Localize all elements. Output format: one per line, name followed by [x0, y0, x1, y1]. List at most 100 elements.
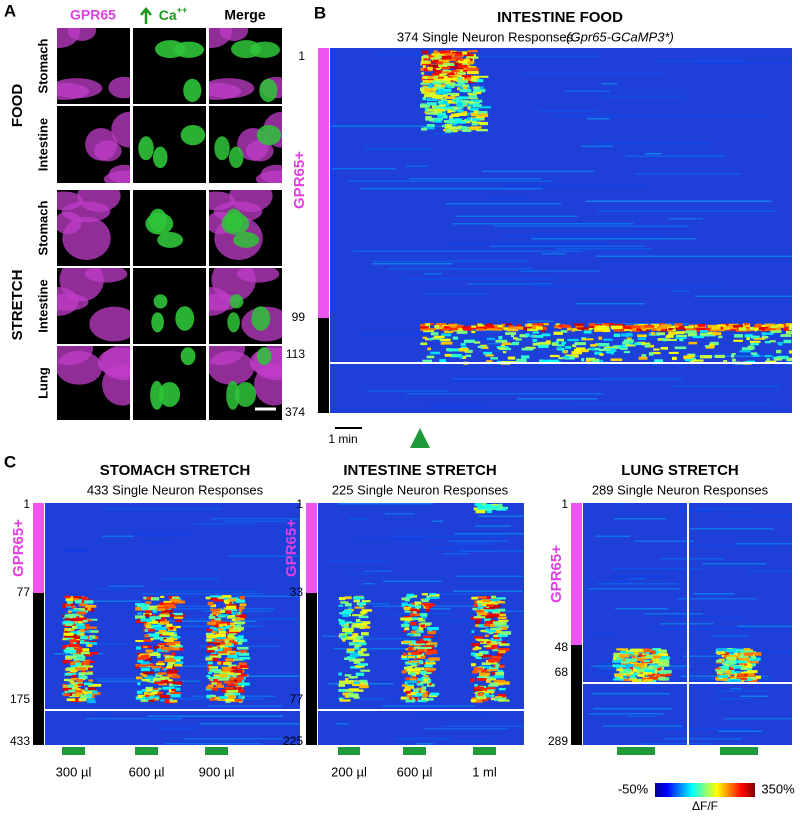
- heat-response: [169, 684, 173, 687]
- heat-response: [166, 642, 175, 645]
- heat-response: [589, 323, 596, 326]
- heat-response: [69, 639, 76, 642]
- heat-streak: [595, 536, 630, 538]
- heat-response: [81, 670, 86, 673]
- heat-response: [483, 352, 492, 354]
- heat-response: [77, 660, 80, 662]
- heat-response: [495, 672, 504, 675]
- heat-response: [559, 325, 563, 328]
- group-bar: [306, 503, 317, 593]
- heat-streak: [570, 403, 770, 405]
- heat-streak: [352, 538, 425, 540]
- heat-response: [563, 356, 569, 359]
- row-label: 374: [285, 405, 305, 419]
- heat-response: [438, 101, 443, 104]
- heat-response: [411, 652, 419, 655]
- heat-streak: [650, 628, 755, 630]
- row-label: 1: [298, 49, 305, 63]
- heat-response: [478, 639, 489, 641]
- heat-response: [167, 663, 173, 666]
- heat-streak: [502, 236, 667, 238]
- heat-response: [158, 672, 167, 674]
- heat-response: [239, 607, 245, 610]
- heat-streak: [350, 573, 371, 575]
- heat-response: [75, 600, 82, 603]
- heat-response: [488, 659, 500, 662]
- heat-streak: [697, 63, 792, 65]
- heat-response: [723, 327, 730, 330]
- heat-response: [360, 680, 368, 682]
- heat-response: [474, 687, 484, 690]
- heat-response: [613, 665, 624, 668]
- heat-streak: [553, 116, 769, 118]
- heat-response: [634, 652, 639, 655]
- up-arrow: [141, 9, 151, 24]
- heat-response: [339, 690, 345, 692]
- stimulus-bar: [720, 747, 758, 755]
- heat-response: [491, 596, 496, 599]
- heat-response: [339, 699, 350, 701]
- heat-response: [342, 629, 353, 632]
- heat-response: [750, 341, 761, 343]
- heat-response: [472, 699, 476, 701]
- heat-response: [408, 656, 415, 658]
- heat-streak: [194, 523, 257, 525]
- heat-streak: [717, 698, 752, 700]
- heat-streak: [634, 541, 694, 543]
- colorbar-min: -50%: [618, 781, 649, 796]
- heat-response: [732, 359, 736, 362]
- heat-streak: [409, 178, 541, 180]
- heat-response: [237, 647, 249, 650]
- heat-streak: [556, 248, 650, 250]
- heat-response: [421, 677, 428, 679]
- heat-response: [471, 326, 476, 328]
- heat-response: [233, 648, 236, 650]
- heat-response: [571, 328, 575, 331]
- heat-response: [79, 676, 88, 679]
- heat-response: [716, 648, 727, 651]
- heat-streak: [586, 201, 772, 203]
- heat-response: [599, 349, 610, 351]
- heat-streak: [454, 533, 524, 535]
- heat-response: [239, 610, 242, 613]
- heat-streak: [162, 578, 219, 580]
- heat-response: [170, 699, 173, 702]
- heat-response: [744, 323, 749, 325]
- heat-streak: [592, 693, 670, 695]
- heat-response: [225, 699, 235, 702]
- heat-response: [445, 129, 451, 132]
- heat-response: [444, 81, 450, 84]
- heat-response: [429, 593, 436, 595]
- calcium-cell: [149, 209, 167, 233]
- heat-response: [344, 657, 348, 660]
- heat-response: [136, 646, 141, 649]
- heat-response: [625, 658, 636, 661]
- heat-streak: [358, 333, 429, 335]
- heat-streak: [159, 728, 195, 730]
- heat-streak: [587, 118, 610, 120]
- heat-response: [487, 695, 492, 698]
- heat-response: [160, 614, 170, 617]
- heat-response: [582, 338, 593, 340]
- stimulus-bar: [135, 747, 158, 755]
- heat-response: [603, 324, 609, 326]
- heat-response: [89, 637, 92, 640]
- heat-streak: [144, 543, 174, 545]
- heat-response: [464, 340, 475, 343]
- heat-response: [751, 352, 757, 354]
- heat-streak: [414, 713, 492, 715]
- heat-response: [223, 668, 230, 671]
- group-bar: [318, 48, 329, 318]
- heat-response: [81, 672, 93, 674]
- heat-response: [667, 334, 674, 337]
- heat-response: [433, 118, 443, 120]
- heat-response: [162, 647, 174, 650]
- bar-label: GPR65+: [283, 519, 300, 577]
- heat-response: [145, 629, 148, 632]
- heat-streak: [365, 603, 390, 605]
- heat-streak: [740, 696, 768, 698]
- heat-response: [88, 688, 96, 691]
- heat-response: [470, 78, 477, 81]
- heat-response: [488, 630, 496, 632]
- heat-response: [228, 695, 234, 698]
